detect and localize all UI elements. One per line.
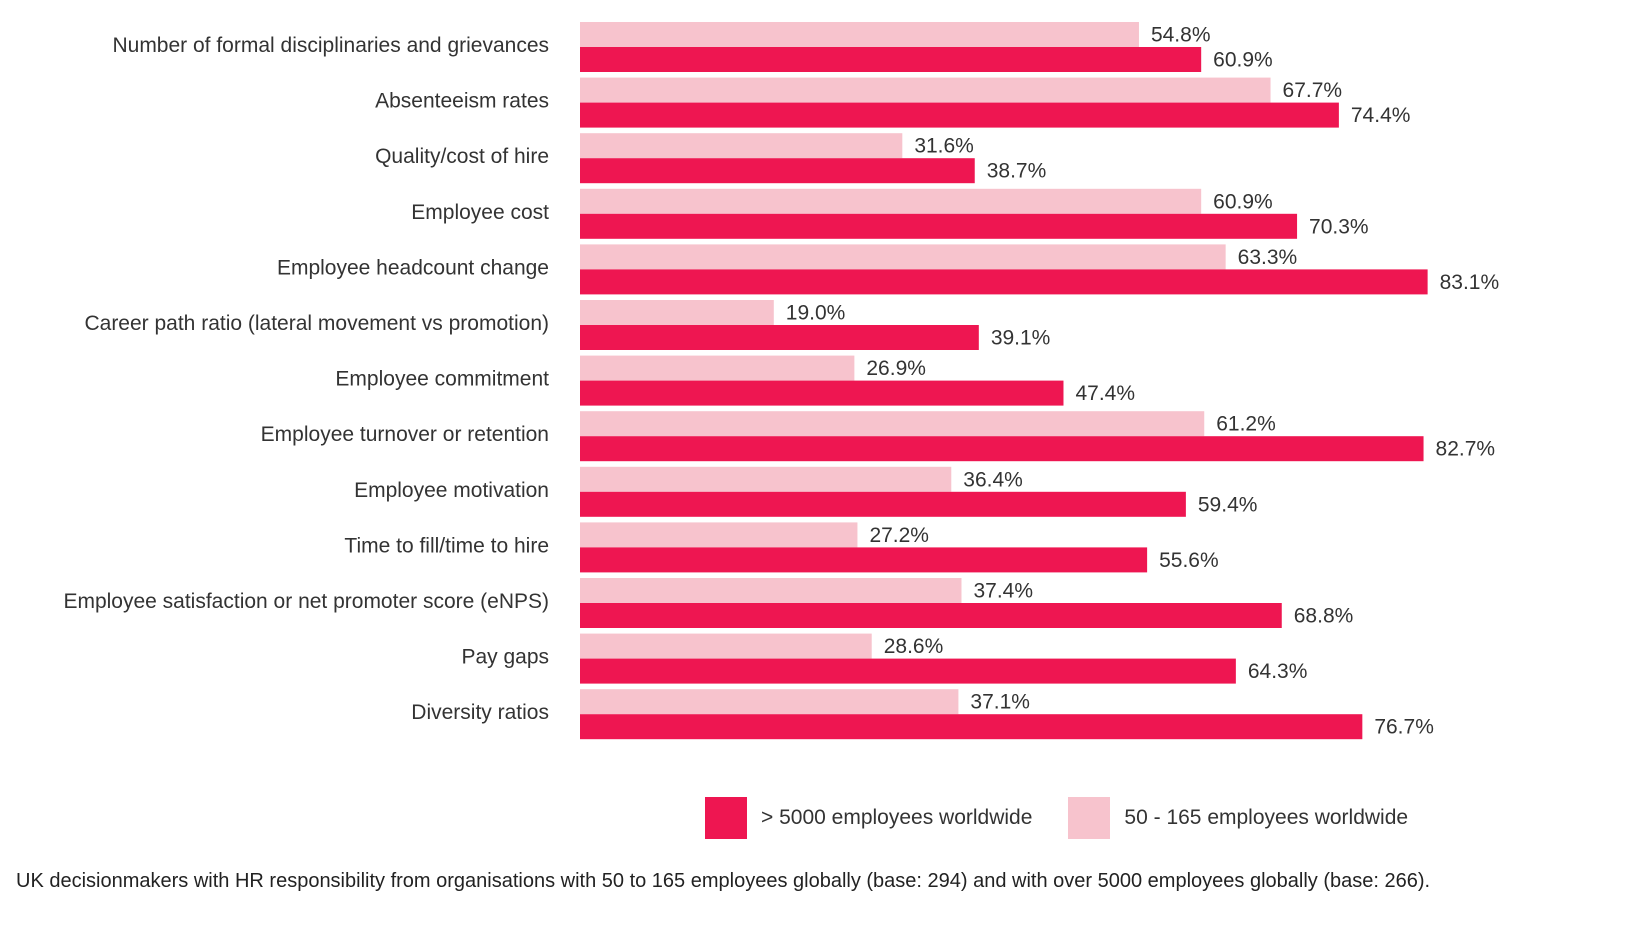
data-label: 31.6% xyxy=(914,135,974,158)
bar-large-orgs xyxy=(580,603,1282,628)
bar-large-orgs xyxy=(580,102,1339,128)
bar-chart: Number of formal disciplinaries and grie… xyxy=(63,22,1500,740)
data-label: 36.4% xyxy=(963,468,1023,491)
bar-large-orgs xyxy=(580,158,975,184)
category-label: Employee commitment xyxy=(335,368,549,391)
bar-small-orgs xyxy=(580,300,774,325)
data-label: 82.7% xyxy=(1436,438,1496,461)
category-label: Employee headcount change xyxy=(277,256,549,279)
category-group-career-path-ratio-lateral-movement-vs-promotion: Career path ratio (lateral movement vs p… xyxy=(84,300,1050,350)
category-group-number-of-formal-disciplinaries-and-grievances: Number of formal disciplinaries and grie… xyxy=(112,22,1273,72)
data-label: 74.4% xyxy=(1351,104,1411,127)
bar-large-orgs xyxy=(580,491,1186,517)
data-label: 60.9% xyxy=(1213,190,1273,213)
category-group-employee-satisfaction-or-net-promoter-score-enps: Employee satisfaction or net promoter sc… xyxy=(63,578,1353,628)
data-label: 64.3% xyxy=(1248,660,1308,683)
category-label: Diversity ratios xyxy=(411,701,549,724)
category-group-diversity-ratios: Diversity ratios 37.1% 76.7% xyxy=(411,689,1434,740)
bar-small-orgs xyxy=(580,522,858,548)
legend-label-small-orgs: 50 - 165 employees worldwide xyxy=(1124,806,1409,829)
data-label: 67.7% xyxy=(1283,79,1343,102)
data-label: 63.3% xyxy=(1238,246,1298,269)
category-label: Employee cost xyxy=(411,201,549,224)
category-group-employee-headcount-change: Employee headcount change 63.3% 83.1% xyxy=(277,244,1500,295)
bar-large-orgs xyxy=(580,213,1298,239)
category-group-quality-cost-of-hire: Quality/cost of hire 31.6% 38.7% xyxy=(375,133,1047,184)
data-label: 54.8% xyxy=(1151,24,1211,47)
bar-large-orgs xyxy=(580,658,1236,684)
bar-large-orgs xyxy=(580,380,1064,406)
bar-large-orgs xyxy=(580,269,1428,295)
bar-small-orgs xyxy=(580,466,952,492)
data-label: 59.4% xyxy=(1198,493,1258,516)
bar-small-orgs xyxy=(580,22,1139,47)
data-label: 83.1% xyxy=(1440,271,1500,294)
category-label: Career path ratio (lateral movement vs p… xyxy=(84,312,549,335)
bar-small-orgs xyxy=(580,411,1205,437)
data-label: 70.3% xyxy=(1309,215,1369,238)
data-label: 60.9% xyxy=(1213,49,1273,72)
legend-label-large-orgs: > 5000 employees worldwide xyxy=(761,806,1033,829)
category-label: Quality/cost of hire xyxy=(375,145,549,168)
bar-small-orgs xyxy=(580,578,962,603)
category-group-employee-cost: Employee cost 60.9% 70.3% xyxy=(411,188,1369,239)
bar-large-orgs xyxy=(580,325,979,350)
legend-swatch-large-orgs xyxy=(705,797,747,839)
category-group-employee-motivation: Employee motivation 36.4% 59.4% xyxy=(354,466,1258,517)
chart-legend: > 5000 employees worldwide 50 - 165 empl… xyxy=(705,797,1444,839)
bar-small-orgs xyxy=(580,355,855,381)
bar-small-orgs xyxy=(580,633,872,659)
data-label: 19.0% xyxy=(786,302,846,325)
data-label: 27.2% xyxy=(869,524,929,547)
data-label: 61.2% xyxy=(1216,413,1276,436)
data-label: 37.4% xyxy=(973,580,1033,603)
bar-small-orgs xyxy=(580,689,959,715)
category-group-employee-turnover-or-retention: Employee turnover or retention 61.2% 82.7% xyxy=(261,411,1496,462)
data-label: 47.4% xyxy=(1075,382,1135,405)
bar-small-orgs xyxy=(580,133,903,159)
legend-swatch-small-orgs xyxy=(1068,797,1111,839)
category-group-time-to-fill-time-to-hire: Time to fill/time to hire 27.2% 55.6% xyxy=(344,522,1219,573)
bar-large-orgs xyxy=(580,436,1424,462)
bar-large-orgs xyxy=(580,47,1202,72)
bar-small-orgs xyxy=(580,77,1271,103)
category-label: Employee satisfaction or net promoter sc… xyxy=(63,590,549,613)
category-group-absenteeism-rates: Absenteeism rates 67.7% 74.4% xyxy=(375,77,1411,128)
data-label: 55.6% xyxy=(1159,549,1219,572)
data-label: 28.6% xyxy=(884,635,944,658)
bar-large-orgs xyxy=(580,714,1363,740)
data-label: 76.7% xyxy=(1374,716,1434,739)
bar-small-orgs xyxy=(580,244,1226,270)
legend-item-small-orgs: 50 - 165 employees worldwide xyxy=(1068,797,1408,839)
category-label: Number of formal disciplinaries and grie… xyxy=(112,34,549,57)
bar-large-orgs xyxy=(580,547,1148,573)
category-group-pay-gaps: Pay gaps 28.6% 64.3% xyxy=(461,633,1308,684)
category-group-employee-commitment: Employee commitment 26.9% 47.4% xyxy=(335,355,1135,406)
data-label: 38.7% xyxy=(987,160,1047,183)
category-label: Employee turnover or retention xyxy=(261,423,549,446)
category-label: Employee motivation xyxy=(354,479,549,502)
data-label: 26.9% xyxy=(866,357,926,380)
legend-item-large-orgs: > 5000 employees worldwide xyxy=(705,797,1032,839)
category-label: Pay gaps xyxy=(461,646,549,669)
chart-footnote: UK decisionmakers with HR responsibility… xyxy=(16,870,1431,892)
data-label: 37.1% xyxy=(970,691,1030,714)
category-label: Absenteeism rates xyxy=(375,90,549,113)
data-label: 39.1% xyxy=(991,327,1051,350)
category-label: Time to fill/time to hire xyxy=(344,534,549,557)
bar-small-orgs xyxy=(580,188,1202,214)
data-label: 68.8% xyxy=(1294,605,1354,628)
